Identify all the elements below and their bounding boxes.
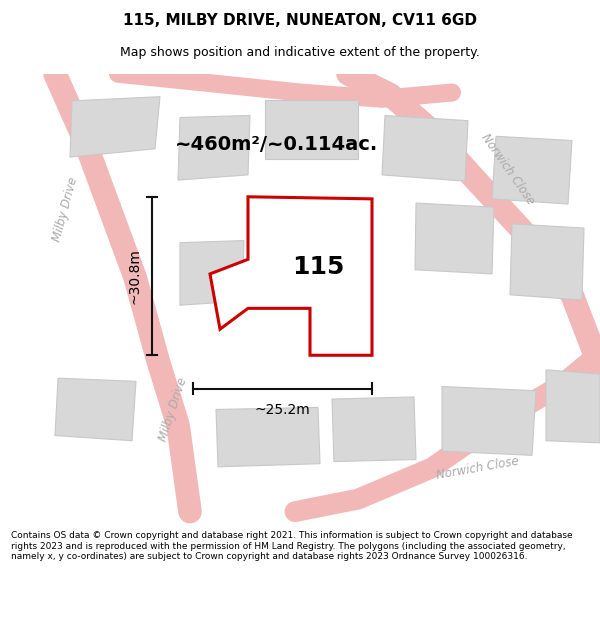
Polygon shape	[70, 97, 160, 157]
Polygon shape	[178, 116, 250, 180]
Polygon shape	[55, 378, 136, 441]
Polygon shape	[332, 397, 416, 462]
Text: Milby Drive: Milby Drive	[50, 176, 80, 243]
Polygon shape	[492, 136, 572, 204]
Text: ~25.2m: ~25.2m	[254, 403, 310, 418]
Text: 115: 115	[292, 254, 344, 279]
Text: Contains OS data © Crown copyright and database right 2021. This information is : Contains OS data © Crown copyright and d…	[11, 531, 572, 561]
Text: 115, MILBY DRIVE, NUNEATON, CV11 6GD: 115, MILBY DRIVE, NUNEATON, CV11 6GD	[123, 13, 477, 28]
Polygon shape	[546, 370, 600, 443]
Polygon shape	[415, 203, 494, 274]
Text: Milby Drive: Milby Drive	[157, 376, 190, 443]
Polygon shape	[382, 116, 468, 181]
Polygon shape	[180, 241, 244, 305]
Text: ~30.8m: ~30.8m	[128, 248, 142, 304]
Text: ~460m²/~0.114ac.: ~460m²/~0.114ac.	[175, 135, 378, 154]
Polygon shape	[216, 408, 320, 467]
Polygon shape	[210, 197, 372, 355]
Polygon shape	[510, 224, 584, 300]
Text: Norwich Close: Norwich Close	[436, 454, 520, 481]
Text: Map shows position and indicative extent of the property.: Map shows position and indicative extent…	[120, 46, 480, 59]
Text: Norwich Close: Norwich Close	[479, 132, 538, 208]
Polygon shape	[442, 386, 536, 456]
Polygon shape	[265, 100, 358, 159]
